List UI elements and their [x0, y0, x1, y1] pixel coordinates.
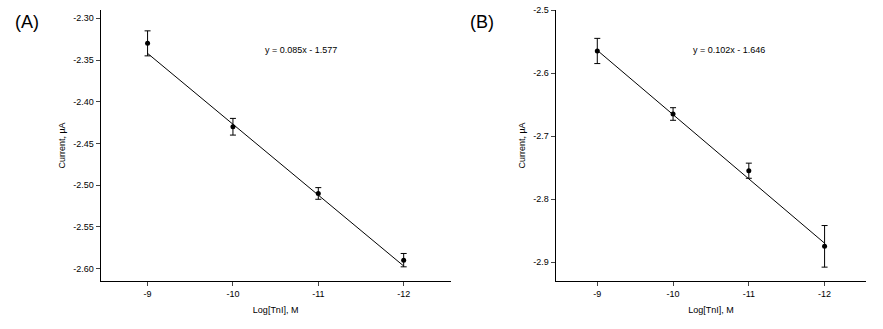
svg-text:-2.35: -2.35: [73, 55, 94, 65]
svg-text:-2.7: -2.7: [533, 131, 549, 141]
svg-text:-2.60: -2.60: [73, 264, 94, 274]
svg-text:-2.45: -2.45: [73, 139, 94, 149]
svg-text:-11: -11: [312, 289, 324, 299]
svg-text:(A): (A): [15, 12, 39, 32]
svg-text:-2.50: -2.50: [73, 180, 94, 190]
svg-text:-10: -10: [667, 289, 680, 299]
svg-text:-12: -12: [397, 289, 410, 299]
svg-text:-2.30: -2.30: [73, 13, 94, 23]
svg-text:(B): (B): [470, 12, 494, 32]
svg-text:Current, µA: Current, µA: [517, 122, 527, 168]
svg-text:-11: -11: [743, 289, 755, 299]
svg-text:Current, µA: Current, µA: [57, 122, 67, 168]
svg-text:-10: -10: [226, 289, 239, 299]
svg-text:Log[TnI], M: Log[TnI], M: [253, 305, 299, 315]
svg-text:-2.8: -2.8: [533, 194, 549, 204]
svg-text:y = 0.102x - 1.646: y = 0.102x - 1.646: [693, 45, 765, 55]
svg-text:Log[TnI], M: Log[TnI], M: [688, 305, 734, 315]
svg-text:y = 0.085x - 1.577: y = 0.085x - 1.577: [265, 45, 337, 55]
svg-text:-2.6: -2.6: [533, 68, 549, 78]
svg-text:-2.5: -2.5: [533, 5, 549, 15]
svg-text:-12: -12: [818, 289, 831, 299]
svg-text:-2.9: -2.9: [533, 257, 549, 267]
svg-text:-9: -9: [144, 289, 152, 299]
svg-text:-2.40: -2.40: [73, 97, 94, 107]
svg-text:-2.55: -2.55: [73, 222, 94, 232]
svg-text:-9: -9: [593, 289, 601, 299]
